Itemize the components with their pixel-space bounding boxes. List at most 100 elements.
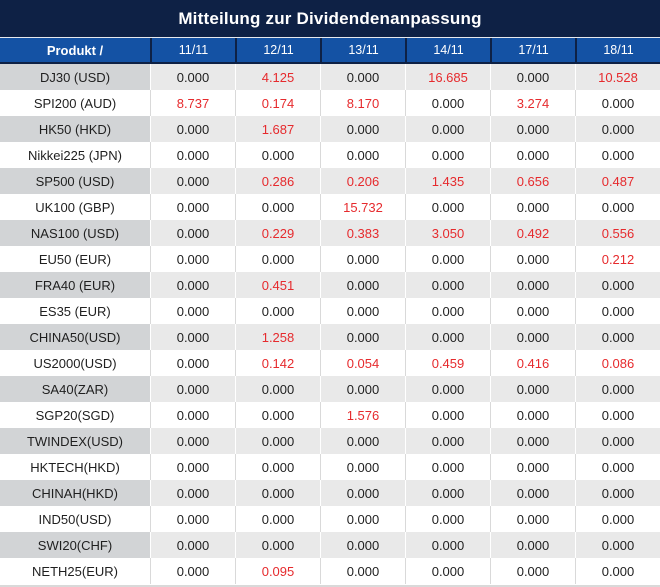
value-cell: 1.258 (235, 324, 320, 350)
column-header-date-4: 14/11 (405, 38, 490, 64)
value-cell: 0.000 (490, 194, 575, 220)
value-cell: 0.000 (320, 428, 405, 454)
value-cell: 0.000 (575, 116, 660, 142)
value-cell: 1.687 (235, 116, 320, 142)
value-cell: 0.000 (150, 428, 235, 454)
value-cell: 0.000 (150, 558, 235, 584)
value-cell: 0.000 (490, 116, 575, 142)
value-cell: 0.000 (490, 402, 575, 428)
value-cell: 0.000 (575, 376, 660, 402)
value-cell: 0.000 (490, 246, 575, 272)
table-row: UK100 (GBP) 0.000 0.000 15.732 0.000 0.0… (0, 194, 660, 220)
value-cell: 15.732 (320, 194, 405, 220)
value-cell: 0.000 (235, 532, 320, 558)
value-cell: 0.000 (575, 558, 660, 584)
table-row: SA40(ZAR) 0.000 0.000 0.000 0.000 0.000 … (0, 376, 660, 402)
value-cell: 0.086 (575, 350, 660, 376)
table-row: SP500 (USD) 0.000 0.286 0.206 1.435 0.65… (0, 168, 660, 194)
value-cell: 1.435 (405, 168, 490, 194)
table-row: HK50 (HKD) 0.000 1.687 0.000 0.000 0.000… (0, 116, 660, 142)
table-row: ES35 (EUR) 0.000 0.000 0.000 0.000 0.000… (0, 298, 660, 324)
table-row: CHINA50(USD) 0.000 1.258 0.000 0.000 0.0… (0, 324, 660, 350)
product-cell: CHINAH(HKD) (0, 480, 150, 506)
value-cell: 3.050 (405, 220, 490, 246)
notice-title: Mitteilung zur Dividendenanpassung (0, 0, 660, 38)
value-cell: 0.000 (490, 142, 575, 168)
value-cell: 0.000 (150, 64, 235, 90)
value-cell: 0.000 (320, 272, 405, 298)
value-cell: 0.212 (575, 246, 660, 272)
value-cell: 0.000 (235, 454, 320, 480)
value-cell: 0.054 (320, 350, 405, 376)
value-cell: 0.000 (320, 454, 405, 480)
value-cell: 4.125 (235, 64, 320, 90)
value-cell: 0.206 (320, 168, 405, 194)
value-cell: 0.000 (575, 402, 660, 428)
table-row: IND50(USD) 0.000 0.000 0.000 0.000 0.000… (0, 506, 660, 532)
value-cell: 0.000 (320, 506, 405, 532)
value-cell: 0.000 (235, 194, 320, 220)
value-cell: 0.459 (405, 350, 490, 376)
value-cell: 0.000 (320, 116, 405, 142)
product-cell: SP500 (USD) (0, 168, 150, 194)
value-cell: 0.000 (405, 532, 490, 558)
value-cell: 0.656 (490, 168, 575, 194)
value-cell: 0.000 (575, 480, 660, 506)
value-cell: 0.451 (235, 272, 320, 298)
product-cell: SA40(ZAR) (0, 376, 150, 402)
value-cell: 0.000 (490, 324, 575, 350)
value-cell: 0.000 (150, 220, 235, 246)
product-cell: Nikkei225 (JPN) (0, 142, 150, 168)
product-cell: DJ30 (USD) (0, 64, 150, 90)
value-cell: 0.000 (235, 480, 320, 506)
value-cell: 0.000 (150, 350, 235, 376)
value-cell: 0.000 (405, 298, 490, 324)
value-cell: 0.000 (575, 506, 660, 532)
value-cell: 0.000 (235, 428, 320, 454)
table-row: EU50 (EUR) 0.000 0.000 0.000 0.000 0.000… (0, 246, 660, 272)
value-cell: 0.000 (150, 324, 235, 350)
value-cell: 0.000 (405, 506, 490, 532)
value-cell: 0.000 (405, 90, 490, 116)
value-cell: 0.000 (575, 194, 660, 220)
product-cell: SWI20(CHF) (0, 532, 150, 558)
table-row: US2000(USD) 0.000 0.142 0.054 0.459 0.41… (0, 350, 660, 376)
table-row: SGP20(SGD) 0.000 0.000 1.576 0.000 0.000… (0, 402, 660, 428)
value-cell: 0.000 (405, 116, 490, 142)
value-cell: 8.170 (320, 90, 405, 116)
value-cell: 0.000 (405, 480, 490, 506)
value-cell: 0.000 (320, 558, 405, 584)
value-cell: 0.000 (150, 168, 235, 194)
value-cell: 0.000 (490, 454, 575, 480)
value-cell: 0.000 (490, 428, 575, 454)
value-cell: 0.000 (490, 64, 575, 90)
value-cell: 0.416 (490, 350, 575, 376)
value-cell: 0.000 (150, 454, 235, 480)
value-cell: 0.000 (405, 194, 490, 220)
value-cell: 0.000 (405, 272, 490, 298)
value-cell: 0.000 (405, 324, 490, 350)
value-cell: 0.000 (320, 324, 405, 350)
value-cell: 0.000 (575, 428, 660, 454)
table-row: Nikkei225 (JPN) 0.000 0.000 0.000 0.000 … (0, 142, 660, 168)
value-cell: 0.000 (575, 90, 660, 116)
column-header-date-3: 13/11 (320, 38, 405, 64)
value-cell: 0.000 (405, 454, 490, 480)
product-cell: TWINDEX(USD) (0, 428, 150, 454)
value-cell: 0.000 (150, 402, 235, 428)
value-cell: 0.000 (405, 246, 490, 272)
column-header-date-5: 17/11 (490, 38, 575, 64)
product-cell: SGP20(SGD) (0, 402, 150, 428)
table-header: Produkt / 11/11 12/11 13/11 14/11 17/11 … (0, 38, 660, 64)
value-cell: 0.174 (235, 90, 320, 116)
column-header-date-1: 11/11 (150, 38, 235, 64)
value-cell: 0.000 (575, 532, 660, 558)
product-cell: ES35 (EUR) (0, 298, 150, 324)
value-cell: 0.000 (150, 272, 235, 298)
value-cell: 0.000 (575, 142, 660, 168)
product-cell: UK100 (GBP) (0, 194, 150, 220)
value-cell: 0.000 (405, 376, 490, 402)
product-cell: EU50 (EUR) (0, 246, 150, 272)
table-row: CHINAH(HKD) 0.000 0.000 0.000 0.000 0.00… (0, 480, 660, 506)
